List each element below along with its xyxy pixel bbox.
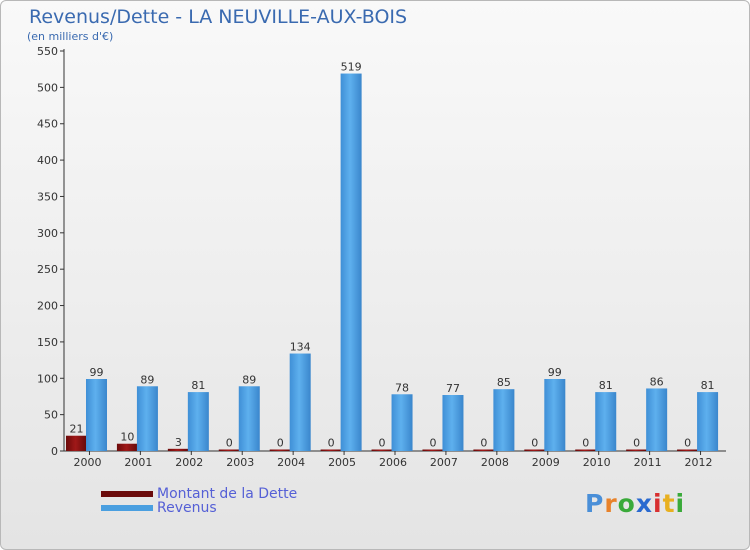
data-label-revenus: 99 [90,366,104,379]
y-tick-label: 0 [51,445,58,458]
data-label-revenus: 99 [548,366,562,379]
bar-revenus [86,379,107,451]
data-label-dette: 0 [429,437,436,450]
legend-label-revenus: Revenus [157,500,217,516]
bar-dette [626,449,648,451]
bar-dette [66,435,87,451]
data-label-revenus: 77 [446,382,460,395]
chart-subtitle: (en milliers d'€) [27,30,114,43]
y-tick-label: 500 [37,81,58,94]
bar-dette [524,449,546,451]
bar-dette [269,449,291,451]
y-tick-label: 150 [37,336,58,349]
bar-dette [218,449,240,451]
y-tick-label: 450 [37,118,58,131]
proxiti-logo: Proxiti [585,489,685,518]
data-label-dette: 0 [480,437,487,450]
y-tick-label: 550 [37,45,58,58]
data-label-dette: 0 [582,437,589,450]
data-label-revenus: 134 [290,341,311,354]
bar-revenus [136,386,158,451]
bar-dette [473,449,495,451]
y-tick-label: 250 [37,263,58,276]
bar-revenus [595,392,617,451]
bar-revenus [238,386,260,451]
x-tick-label: 2006 [379,456,407,469]
bar-revenus [391,394,413,451]
bar-revenus [340,73,362,451]
x-tick-label: 2003 [226,456,254,469]
bar-revenus [646,388,668,451]
logo-letter: t [662,489,676,518]
data-label-dette: 0 [277,437,284,450]
bar-dette [320,449,342,451]
x-tick-label: 2000 [73,456,101,469]
data-label-dette: 0 [328,437,335,450]
legend-label-dette: Montant de la Dette [157,486,298,502]
logo-letter: P [585,489,605,518]
bar-dette [422,449,444,451]
data-label-revenus: 89 [242,373,256,386]
x-tick-label: 2009 [532,456,560,469]
logo-letter: x [635,489,653,518]
data-label-dette: 0 [226,437,233,450]
y-tick-label: 350 [37,190,58,203]
data-label-dette: 3 [175,436,182,449]
legend-swatch-dette [101,491,153,497]
data-label-dette: 0 [379,437,386,450]
y-tick-label: 100 [37,372,58,385]
data-label-revenus: 81 [191,379,205,392]
y-tick-label: 50 [44,409,58,422]
y-tick-label: 400 [37,154,58,167]
data-label-dette: 0 [633,437,640,450]
data-label-revenus: 78 [395,381,409,394]
bar-revenus [442,395,464,451]
y-tick-label: 300 [37,227,58,240]
x-tick-label: 2005 [328,456,356,469]
data-label-dette: 10 [120,431,134,444]
data-label-revenus: 81 [701,379,715,392]
data-label-revenus: 89 [140,373,154,386]
bar-revenus [187,392,209,451]
bar-dette [371,449,393,451]
data-label-revenus: 519 [341,61,362,74]
data-label-dette: 0 [531,437,538,450]
x-tick-label: 2002 [175,456,203,469]
data-label-dette: 21 [70,423,84,436]
data-label-dette: 0 [684,437,691,450]
x-tick-label: 2008 [481,456,509,469]
bar-revenus [289,353,311,451]
x-tick-label: 2001 [124,456,152,469]
logo-letter: r [604,489,618,518]
x-tick-label: 2004 [277,456,305,469]
data-label-revenus: 86 [650,375,664,388]
bar-dette [167,448,189,451]
logo-letter: i [675,489,686,518]
chart-title: Revenus/Dette - LA NEUVILLE-AUX-BOIS [29,6,408,28]
bar-dette [575,449,597,451]
bar-dette [677,449,699,451]
bar-dette [116,443,138,451]
data-label-revenus: 85 [497,376,511,389]
x-tick-label: 2011 [634,456,662,469]
x-tick-label: 2010 [583,456,611,469]
logo-letter: o [617,489,636,518]
x-tick-label: 2012 [685,456,713,469]
bar-revenus [697,392,719,451]
data-label-revenus: 81 [599,379,613,392]
legend-swatch-revenus [101,505,153,511]
bar-revenus [493,389,515,451]
x-tick-label: 2007 [430,456,458,469]
bar-revenus [544,379,566,451]
y-tick-label: 200 [37,300,58,313]
logo-letter: i [653,489,663,518]
